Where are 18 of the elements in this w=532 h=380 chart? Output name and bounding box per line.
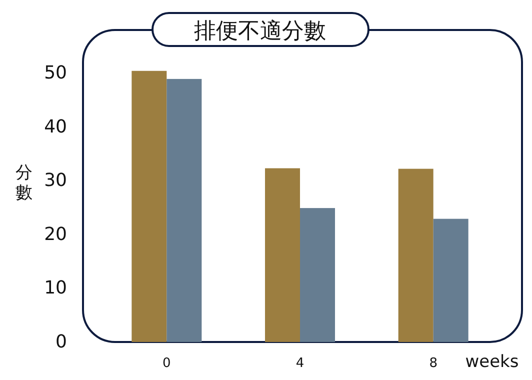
x-tick-label: 0: [162, 356, 171, 371]
bar: [132, 70, 167, 342]
bar: [166, 78, 202, 342]
x-tick-label: 4: [296, 356, 304, 371]
x-tick-label: 8: [429, 356, 438, 371]
y-tick-label: 40: [44, 116, 67, 138]
bar: [398, 168, 434, 342]
x-axis-title: weeks: [465, 352, 519, 372]
bar: [300, 208, 335, 342]
y-axis-title: 分數: [16, 163, 32, 203]
y-tick-label: 0: [56, 332, 67, 352]
bar: [265, 168, 300, 342]
y-tick-label: 10: [44, 278, 67, 299]
y-tick-label: 30: [44, 170, 67, 192]
y-tick-label: 20: [44, 224, 67, 245]
chart-title: 排便不適分數: [194, 19, 326, 44]
y-tick-label: 50: [44, 62, 67, 84]
bar: [433, 218, 468, 342]
